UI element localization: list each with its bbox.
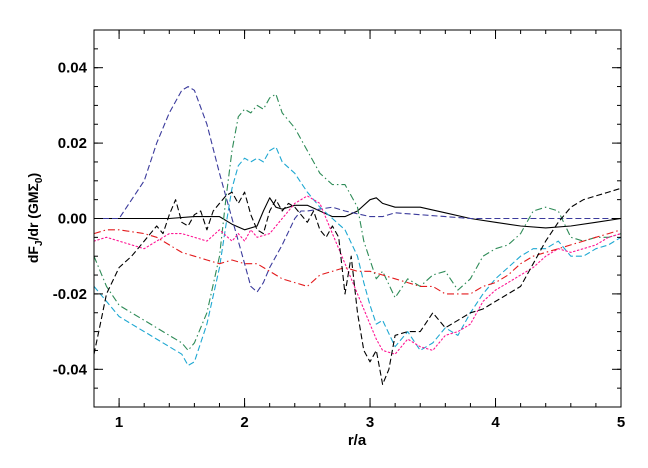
y-axis-label: dFJ/dr (GMΣ0): [25, 173, 45, 263]
y-axis-label-sub: J: [34, 240, 45, 246]
y-tick-label--0.02: -0.02: [53, 286, 87, 303]
x-tick-label-1: 1: [115, 414, 123, 431]
series-line-2: [94, 86, 621, 293]
series-layer: [93, 86, 622, 385]
x-tick-label-4: 4: [491, 414, 500, 431]
y-tick-label-0.04: 0.04: [58, 60, 88, 77]
x-tick-labels: 1 2 3 4 5: [115, 414, 625, 431]
series-line-5: [93, 195, 622, 355]
y-axis-label-end: ): [25, 173, 41, 178]
x-tick-label-2: 2: [240, 414, 248, 431]
y-axis-label-main: dF: [25, 246, 41, 264]
y-tick-label-0.00: 0.00: [58, 211, 87, 228]
x-tick-label-5: 5: [617, 414, 625, 431]
x-axis-label: r/a: [348, 432, 367, 449]
y-tick-label-0.02: 0.02: [58, 135, 87, 152]
x-tick-label-3: 3: [366, 414, 374, 431]
y-tick-labels: -0.04 -0.02 0.00 0.02 0.04: [53, 60, 88, 379]
y-axis-label-sub2: 0: [34, 177, 45, 183]
series-line-6: [93, 229, 622, 295]
series-line-7: [93, 187, 622, 385]
series-line-1: [94, 197, 622, 231]
series-line-3: [93, 93, 622, 351]
plot-frame: [93, 29, 622, 408]
y-tick-label--0.04: -0.04: [53, 361, 88, 378]
series-line-4: [93, 146, 622, 367]
y-axis-label-mid: /dr (GMΣ: [25, 183, 41, 240]
